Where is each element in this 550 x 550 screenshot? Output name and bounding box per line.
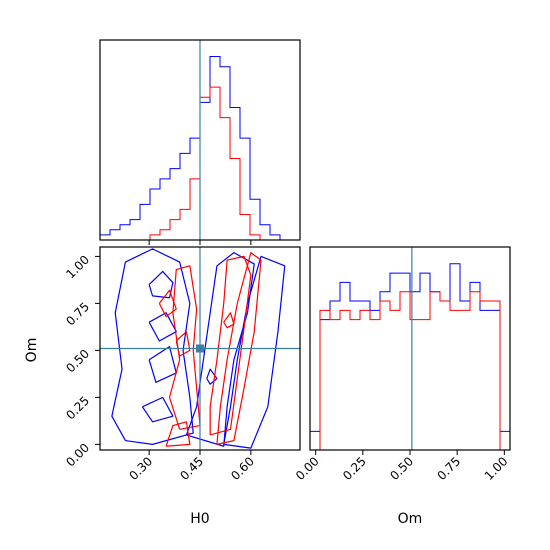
- om-axis-label: Om: [24, 338, 40, 363]
- contour-line-s0-3: [148, 270, 174, 299]
- h0-histogram-step-0: [99, 56, 300, 241]
- om-marginal-axis-label: Om: [398, 511, 423, 527]
- contour-line-s0-7: [206, 368, 218, 385]
- joint-contour-series: [111, 248, 286, 449]
- contour-line-s1-4: [158, 289, 177, 318]
- contour-line-s1-2: [216, 252, 262, 445]
- truth-marker: [196, 344, 204, 353]
- contour-line-s0-2: [223, 255, 286, 449]
- contour-line-s0-0: [111, 248, 194, 445]
- contour-line-s1-5: [175, 330, 191, 357]
- contour-line-s1-6: [223, 312, 235, 329]
- contour-line-s0-4: [148, 312, 177, 342]
- contour-line-s1-1: [209, 255, 252, 436]
- om-histogram-step-1: [310, 291, 510, 451]
- contour-line-s0-1: [185, 252, 255, 447]
- om-marginal-frame: [309, 246, 511, 451]
- h0-axis-label: H0: [190, 511, 209, 527]
- h0-marginal-frame: [99, 39, 301, 241]
- contour-line-s0-6: [141, 396, 174, 423]
- om-histogram-series: [309, 263, 511, 451]
- contour-line-s1-3: [165, 421, 191, 447]
- contour-line-s1-0: [168, 265, 201, 430]
- h0-marginal-panel: [99, 39, 301, 245]
- h0-marginal-ticks: [148, 240, 252, 245]
